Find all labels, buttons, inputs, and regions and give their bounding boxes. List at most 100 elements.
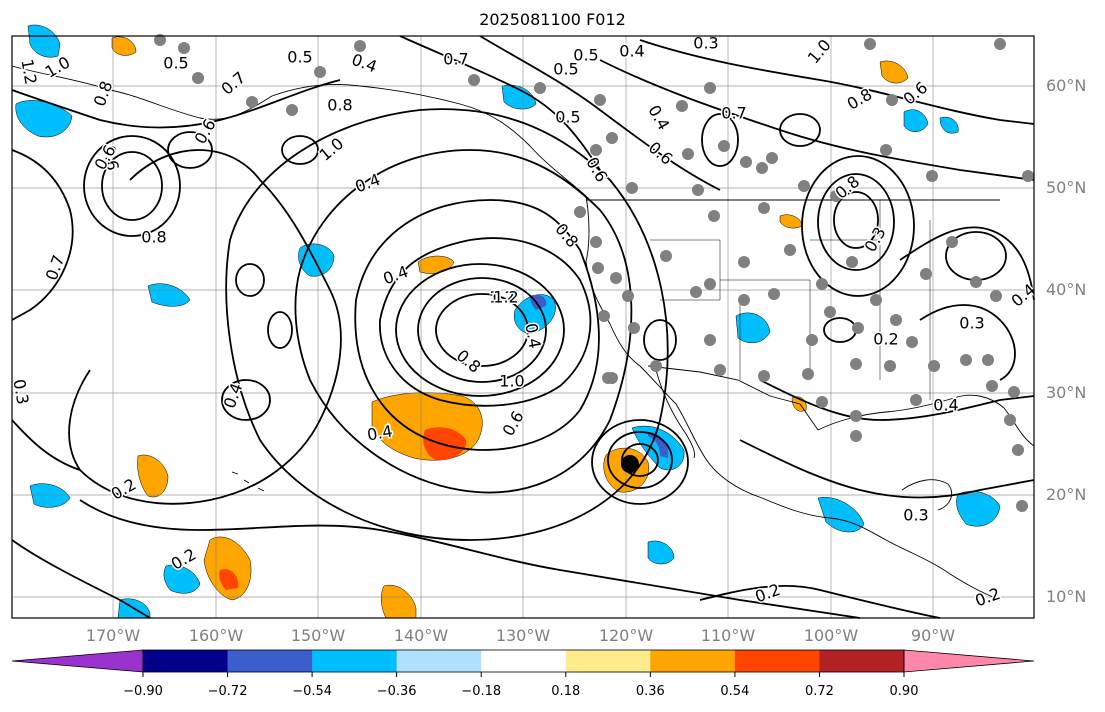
station-dot bbox=[884, 360, 896, 372]
contour-label: 0.3 bbox=[9, 378, 32, 406]
contour-line bbox=[759, 379, 1035, 421]
station-dot bbox=[590, 236, 602, 248]
station-dot bbox=[784, 244, 796, 256]
contour-label: 0.8 bbox=[453, 346, 485, 377]
shading-blob bbox=[163, 564, 201, 594]
station-dot bbox=[960, 354, 972, 366]
graticule bbox=[12, 36, 1034, 618]
station-dot bbox=[768, 288, 780, 300]
longitude-label: 150°W bbox=[290, 626, 346, 645]
coastlines bbox=[11, 65, 1035, 601]
contour-line bbox=[167, 131, 213, 169]
shading-blob bbox=[939, 116, 959, 134]
coastline-hawaii bbox=[231, 471, 265, 492]
contour-label: 0.3 bbox=[693, 34, 718, 53]
contour-line bbox=[235, 263, 265, 297]
contour-line bbox=[11, 149, 74, 321]
contour-label: 1.0 bbox=[804, 36, 835, 68]
longitude-label: 170°W bbox=[85, 626, 141, 645]
map-title: 2025081100 F012 bbox=[479, 10, 626, 29]
station-dot bbox=[928, 360, 940, 372]
contour-line bbox=[11, 419, 81, 471]
contour-line bbox=[79, 499, 861, 619]
station-dot bbox=[910, 394, 922, 406]
station-dot bbox=[354, 40, 366, 52]
station-dot bbox=[738, 256, 750, 268]
contour-line bbox=[833, 191, 879, 249]
station-dot bbox=[994, 38, 1006, 50]
station-dot bbox=[598, 310, 610, 322]
contour-line bbox=[83, 135, 181, 237]
contour-line bbox=[417, 277, 547, 383]
contour-label: 0.4 bbox=[521, 322, 544, 350]
contour-label: 1.0 bbox=[316, 134, 348, 165]
colorbar bbox=[11, 649, 1035, 677]
station-dot bbox=[886, 94, 898, 106]
contour-line bbox=[701, 113, 739, 167]
latitude-label: 60°N bbox=[1046, 76, 1087, 95]
longitude-label: 110°W bbox=[700, 626, 756, 645]
latitude-label: 30°N bbox=[1046, 383, 1087, 402]
contour-line bbox=[267, 311, 293, 349]
contour-label: 0.3 bbox=[959, 314, 984, 333]
colorbar-segment bbox=[734, 650, 820, 672]
colorbar-segment bbox=[565, 650, 651, 672]
contour-label: 0.2 bbox=[972, 584, 1002, 611]
shading-blob bbox=[903, 109, 929, 132]
shading-blob bbox=[111, 36, 137, 56]
station-dot bbox=[946, 236, 958, 248]
colorbar-tick-label: −0.36 bbox=[376, 684, 417, 699]
contour-label: 0.4 bbox=[619, 42, 644, 61]
contour-label: 0.2 bbox=[873, 330, 898, 349]
station-dot bbox=[628, 322, 640, 334]
colorbar-extension-high bbox=[903, 649, 1035, 673]
longitude-label: 90°W bbox=[910, 626, 956, 645]
contour-line bbox=[225, 108, 669, 541]
contour-line bbox=[739, 439, 1035, 499]
coastline-baja bbox=[655, 369, 695, 459]
shading-blob bbox=[381, 584, 417, 619]
coastline-yucatan bbox=[901, 479, 952, 511]
station-dot bbox=[246, 96, 258, 108]
shading-blob bbox=[27, 24, 61, 58]
colorbar-segment bbox=[481, 650, 567, 672]
contour-label: 0.3 bbox=[903, 506, 928, 525]
station-dot bbox=[692, 184, 704, 196]
contour-label: 0.3 bbox=[861, 224, 890, 256]
colorbar-tick-label: −0.72 bbox=[207, 684, 248, 699]
colorbar-tick-label: 0.18 bbox=[551, 684, 581, 699]
contour-line bbox=[899, 226, 1035, 301]
station-dot bbox=[846, 256, 858, 268]
station-dot bbox=[574, 206, 586, 218]
colorbar-tick-label: 0.54 bbox=[720, 684, 750, 699]
station-dot bbox=[592, 262, 604, 274]
contour-line bbox=[823, 317, 857, 343]
colorbar-extension-low bbox=[11, 649, 144, 673]
station-dot bbox=[850, 410, 862, 422]
colorbar-segment bbox=[650, 650, 736, 672]
colorbar-tick-label: 0.36 bbox=[635, 684, 665, 699]
contour-label: 0.2 bbox=[752, 580, 782, 607]
colorbar-tick-label: −0.54 bbox=[292, 684, 333, 699]
contour-line bbox=[607, 431, 673, 489]
contour-line bbox=[281, 135, 319, 165]
contour-line bbox=[643, 319, 677, 361]
station-dot bbox=[602, 372, 614, 384]
station-dot bbox=[468, 74, 480, 86]
contour-label: 0.4 bbox=[933, 396, 958, 415]
station-dot bbox=[990, 290, 1002, 302]
station-dot bbox=[178, 42, 190, 54]
map-frame bbox=[11, 35, 1035, 619]
station-dot bbox=[660, 250, 672, 262]
contour-line bbox=[101, 151, 163, 221]
station-dot bbox=[534, 82, 546, 94]
cyclone-marker bbox=[621, 455, 639, 473]
coastline-alaska bbox=[11, 65, 587, 197]
station-dot bbox=[1012, 444, 1024, 456]
longitude-label: 160°W bbox=[188, 626, 244, 645]
shading-blob bbox=[879, 60, 909, 84]
contour-line bbox=[354, 199, 600, 451]
longitude-label: 120°W bbox=[598, 626, 654, 645]
colorbar-segment bbox=[227, 650, 313, 672]
